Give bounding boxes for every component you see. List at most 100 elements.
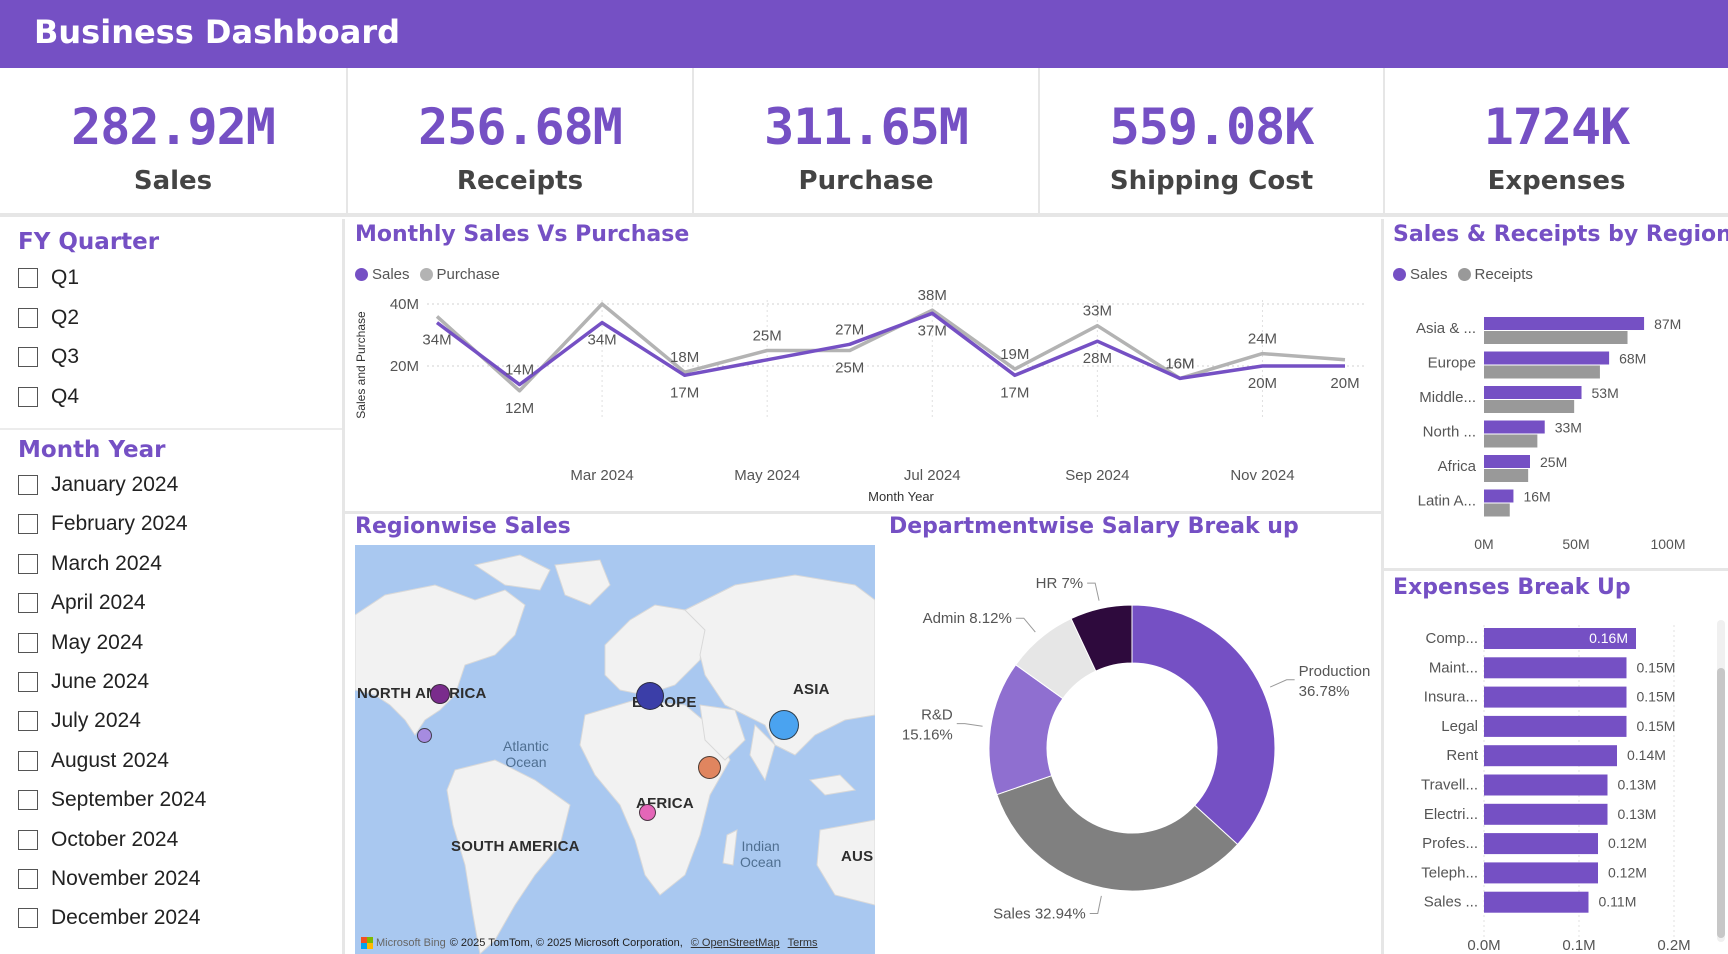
legend-item-sales[interactable]: Sales	[1393, 266, 1448, 283]
data-label: 0.15M	[1637, 659, 1676, 675]
slicer-option[interactable]: Q3	[18, 342, 79, 372]
map-bubble-middle-east[interactable]	[698, 756, 721, 779]
x-tick-label: 100M	[1650, 536, 1685, 552]
checkbox-icon[interactable]	[18, 553, 38, 574]
category-label: Africa	[1438, 458, 1477, 475]
slicer-option[interactable]: December 2024	[18, 903, 200, 933]
donut-slice-production	[1131, 604, 1276, 846]
checkbox-icon[interactable]	[18, 386, 38, 407]
bar-receipts	[1484, 469, 1529, 482]
data-label: 87M	[1654, 316, 1681, 332]
data-label: 0.15M	[1637, 689, 1676, 705]
donut-label: R&D	[921, 707, 953, 724]
category-label: Teleph...	[1421, 864, 1478, 881]
map-bubble-asia[interactable]	[769, 710, 799, 740]
checkbox-icon[interactable]	[18, 593, 38, 614]
slicer-option-label: June 2024	[51, 670, 150, 693]
bar-expense	[1484, 774, 1608, 796]
slicer-option[interactable]: August 2024	[18, 746, 169, 776]
legend-item-receipts[interactable]: Receipts	[1457, 266, 1533, 283]
bar-sales	[1484, 386, 1582, 399]
kpi-value: 282.92M	[71, 98, 276, 156]
ocean-label-line: Atlantic	[503, 738, 549, 754]
checkbox-icon[interactable]	[18, 347, 38, 367]
legend-label: Sales	[1410, 266, 1448, 283]
data-label: 53M	[1592, 385, 1619, 401]
legend-dot-icon	[1457, 268, 1471, 281]
checkbox-icon[interactable]	[18, 829, 38, 850]
data-label: 20M	[1248, 375, 1277, 392]
data-label: 0.14M	[1627, 747, 1666, 763]
checkbox-icon[interactable]	[18, 790, 38, 811]
kpi-row: 282.92M Sales 256.68M Receipts 311.65M P…	[0, 68, 1728, 217]
data-label: 0.12M	[1608, 835, 1647, 851]
slicer-title-quarter: FY Quarter	[18, 229, 160, 255]
slicer-option-label: November 2024	[51, 867, 201, 890]
category-label: Travell...	[1421, 777, 1478, 794]
map-brand: Microsoft Bing	[376, 937, 446, 949]
map-bubble-north-america[interactable]	[430, 684, 450, 704]
slicer-option[interactable]: February 2024	[18, 509, 188, 539]
panel-divider	[345, 511, 1383, 514]
legend-item-purchase[interactable]: Purchase	[419, 266, 500, 283]
slicer-option[interactable]: July 2024	[18, 706, 141, 736]
slicer-panel: FY Quarter Q1 Q2 Q3 Q4 Month Year January 2…	[0, 219, 345, 954]
osm-link[interactable]: © OpenStreetMap	[690, 937, 780, 949]
checkbox-icon[interactable]	[18, 711, 38, 732]
data-label: 34M	[422, 332, 451, 349]
legend-item-sales[interactable]: Sales	[355, 266, 410, 283]
map-bubble-europe[interactable]	[636, 682, 664, 710]
world-map-land	[355, 554, 875, 954]
slicer-option[interactable]: May 2024	[18, 628, 143, 658]
kpi-value: 311.65M	[764, 98, 969, 156]
checkbox-icon[interactable]	[18, 750, 38, 771]
slicer-option[interactable]: Q4	[18, 382, 79, 412]
regionwise-sales-map[interactable]: NORTH AMERICA EUROPE ASIA AFRICA SOUTH A…	[355, 545, 875, 954]
bar-expense	[1484, 803, 1608, 825]
slicer-option[interactable]: September 2024	[18, 785, 206, 815]
expenses-chart-title: Expenses Break Up	[1393, 575, 1631, 600]
data-label: 0.13M	[1618, 806, 1657, 822]
slicer-option[interactable]: June 2024	[18, 667, 149, 697]
data-label: 68M	[1619, 351, 1646, 367]
monthly-sales-purchase-chart[interactable]: 20M 40M Mar 2024 May 2024 Jul 2024 Sep 2024 No…	[345, 285, 1381, 510]
data-label: 24M	[1248, 331, 1277, 348]
checkbox-icon[interactable]	[18, 908, 38, 929]
legend-dot-icon	[419, 268, 433, 281]
checkbox-icon[interactable]	[18, 869, 38, 889]
scrollbar-thumb[interactable]	[1717, 668, 1725, 938]
legend-dot-icon	[1393, 268, 1406, 281]
slicer-option[interactable]: April 2024	[18, 588, 146, 618]
kpi-card-receipts: 256.68M Receipts	[346, 68, 692, 213]
map-bubble-africa[interactable]	[639, 804, 656, 821]
checkbox-icon[interactable]	[18, 514, 38, 535]
category-label: Rent	[1446, 747, 1479, 764]
slicer-option[interactable]: Q2	[18, 303, 79, 333]
slicer-option[interactable]: November 2024	[18, 864, 200, 894]
salary-donut-chart[interactable]: Production 36.78% Sales 32.94% R&D 15.16% Adm…	[880, 545, 1380, 954]
kpi-card-sales: 282.92M Sales	[0, 68, 346, 213]
checkbox-icon[interactable]	[18, 307, 38, 328]
map-label-indian: Indian Ocean	[740, 838, 781, 870]
data-label: 0.16M	[1589, 630, 1628, 646]
slicer-option[interactable]: Q1	[18, 263, 79, 293]
legend-label: Receipts	[1474, 266, 1533, 283]
terms-link[interactable]: Terms	[787, 937, 818, 949]
slicer-option[interactable]: March 2024	[18, 549, 162, 579]
category-label: Sales ...	[1424, 894, 1478, 911]
checkbox-icon[interactable]	[18, 268, 38, 288]
map-bubble-north-america-2[interactable]	[417, 728, 432, 743]
checkbox-icon[interactable]	[18, 475, 38, 495]
slicer-option[interactable]: January 2024	[18, 470, 178, 500]
checkbox-icon[interactable]	[18, 672, 38, 692]
category-label: North ...	[1423, 424, 1476, 441]
legend-label: Sales	[372, 266, 410, 283]
donut-label: Admin 8.12%	[923, 610, 1012, 627]
category-label: Asia & ...	[1416, 320, 1476, 337]
sales-receipts-region-chart[interactable]: Asia & ... 87M Europe 68M Middle... 53M North …	[1384, 300, 1728, 565]
expenses-scrollbar[interactable]	[1717, 620, 1725, 942]
slicer-option[interactable]: October 2024	[18, 825, 178, 855]
expenses-breakup-chart[interactable]: Comp... 0.16M Maint... 0.15M Insura... 0.15M L…	[1384, 615, 1714, 954]
ocean-label-line: Ocean	[505, 754, 547, 770]
checkbox-icon[interactable]	[18, 632, 38, 653]
